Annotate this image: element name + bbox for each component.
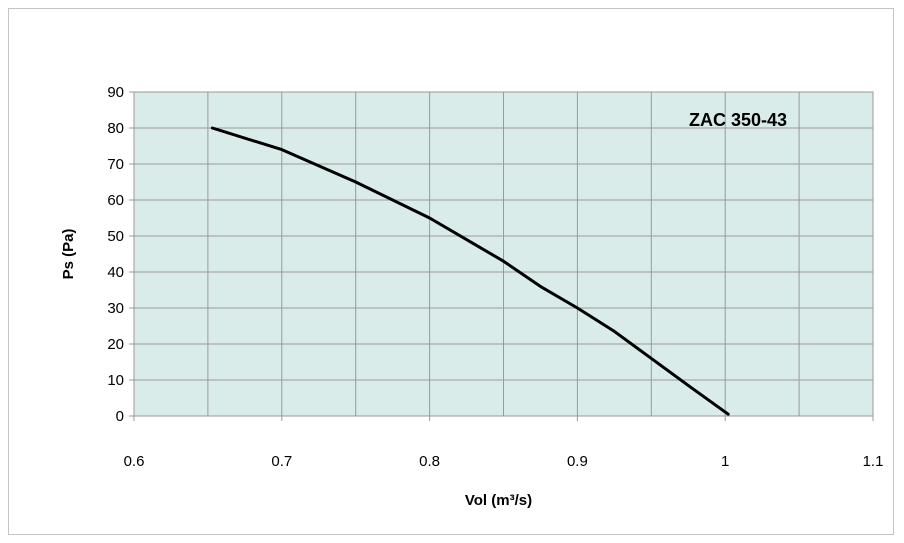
- x-tick-label: 1: [721, 453, 729, 470]
- y-tick-label: 70: [107, 156, 124, 173]
- y-tick-label: 50: [107, 228, 124, 245]
- tick-labels: 0 10 20 30 40 50 60 70 80 90 0.6 0.7 0.8 0.9 1 1.1: [107, 84, 883, 470]
- y-tick-label: 40: [107, 264, 124, 281]
- y-tick-label: 60: [107, 192, 124, 209]
- y-tick-label: 10: [107, 372, 124, 389]
- x-tick-label: 0.6: [124, 453, 145, 470]
- series-line: [210, 126, 730, 416]
- x-tick-label: 1.1: [863, 453, 884, 470]
- y-tick-label: 0: [116, 408, 124, 425]
- chart-title: ZAC 350-43: [689, 110, 787, 130]
- y-tick-label: 30: [107, 300, 124, 317]
- x-tick-label: 0.9: [567, 453, 588, 470]
- y-tick-label: 90: [107, 84, 124, 101]
- y-tick-label: 80: [107, 120, 124, 137]
- x-axis-title: Vol (m³/s): [465, 492, 532, 509]
- y-tick-label: 20: [107, 336, 124, 353]
- x-tick-label: 0.8: [419, 453, 440, 470]
- gridlines: [129, 91, 874, 421]
- x-tick-label: 0.7: [271, 453, 292, 470]
- y-axis-title: Ps (Pa): [60, 229, 77, 280]
